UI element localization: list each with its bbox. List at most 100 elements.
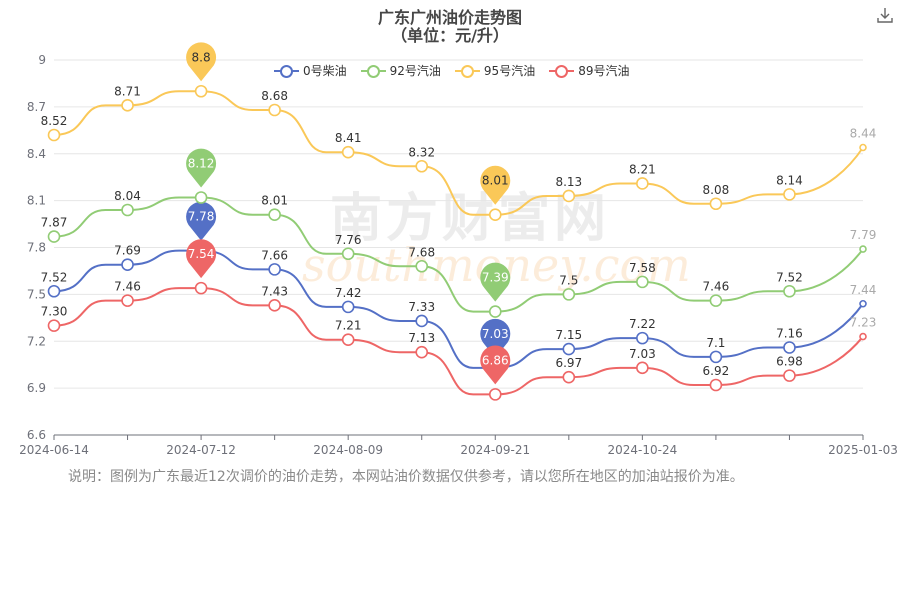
series-0-max-pin bbox=[186, 201, 217, 241]
series-0-data-label: 7.15 bbox=[555, 328, 582, 342]
series-0-point[interactable] bbox=[636, 331, 649, 345]
legend-label: 92号汽油 bbox=[389, 64, 441, 78]
series-3-point[interactable] bbox=[709, 378, 723, 392]
y-tick-label: 7.5 bbox=[27, 287, 46, 301]
series-2-point[interactable] bbox=[268, 103, 281, 117]
series-1-point[interactable] bbox=[709, 294, 723, 307]
x-tick-label: 2024-09-21 bbox=[460, 443, 530, 457]
x-tick-label: 2025-01-03 bbox=[828, 443, 898, 457]
series-3-point[interactable] bbox=[194, 281, 208, 295]
series-1-point[interactable] bbox=[783, 284, 796, 298]
series-3-data-label: 7.30 bbox=[41, 305, 68, 319]
series-0-point[interactable] bbox=[859, 299, 867, 308]
series-0-point[interactable] bbox=[562, 342, 576, 356]
series-0-point[interactable] bbox=[341, 300, 355, 314]
series-1-data-label: 7.76 bbox=[335, 233, 362, 247]
series-1-point[interactable] bbox=[636, 275, 649, 289]
series-3-min-pin-label: 6.86 bbox=[482, 353, 509, 367]
series-1-point[interactable] bbox=[415, 259, 429, 273]
series-2-point[interactable] bbox=[415, 159, 429, 173]
series-0-point[interactable] bbox=[783, 341, 796, 354]
series-0-point[interactable] bbox=[709, 350, 723, 364]
series-2-point[interactable] bbox=[709, 197, 723, 211]
series-1-point[interactable] bbox=[268, 208, 281, 221]
series-2-point[interactable] bbox=[636, 177, 649, 190]
series-3-data-label: 7.46 bbox=[114, 280, 141, 294]
series-3-point[interactable] bbox=[47, 319, 61, 332]
series-3-point[interactable] bbox=[562, 370, 576, 384]
series-0-point[interactable] bbox=[415, 314, 429, 328]
series-3-data-label: 7.23 bbox=[850, 316, 877, 330]
legend-swatch bbox=[360, 64, 386, 78]
series-2-point[interactable] bbox=[488, 208, 502, 221]
series-3-data-label: 6.97 bbox=[555, 356, 582, 370]
y-tick-label: 7.2 bbox=[27, 334, 46, 348]
series-2-point[interactable] bbox=[783, 188, 796, 201]
series-0-max-pin-label: 7.78 bbox=[188, 210, 215, 224]
series-3-point[interactable] bbox=[488, 388, 502, 401]
series-1-data-label: 7.5 bbox=[559, 273, 578, 287]
series-2-point[interactable] bbox=[194, 84, 208, 98]
series-1-point[interactable] bbox=[488, 305, 502, 318]
series-1-point[interactable] bbox=[341, 247, 355, 261]
series-3-point[interactable] bbox=[121, 294, 134, 307]
series-0-line bbox=[53, 249, 864, 369]
series-2-point[interactable] bbox=[562, 189, 576, 203]
series-3-point[interactable] bbox=[636, 361, 649, 375]
watermark-cn: 南方财富网 bbox=[330, 189, 611, 249]
series-1-point[interactable] bbox=[121, 203, 134, 217]
y-tick-label: 8.4 bbox=[27, 147, 46, 161]
series-0-point[interactable] bbox=[121, 258, 134, 271]
legend-item-1[interactable]: 92号汽油 bbox=[360, 62, 441, 79]
series-0-data-label: 7.22 bbox=[629, 317, 656, 331]
series-3-point[interactable] bbox=[859, 332, 867, 341]
series-1-point[interactable] bbox=[47, 230, 61, 243]
series-0-data-label: 7.44 bbox=[850, 283, 877, 297]
y-tick-label: 8.7 bbox=[27, 100, 46, 114]
legend-item-3[interactable]: 89号汽油 bbox=[549, 62, 629, 79]
series-3-max-pin bbox=[186, 239, 217, 279]
chart-legend[interactable]: 0号柴油 92号汽油 95号汽油 89号汽油 bbox=[274, 62, 629, 79]
x-tick-label: 2024-07-12 bbox=[166, 443, 236, 457]
series-2-point[interactable] bbox=[47, 128, 61, 142]
legend-label: 89号汽油 bbox=[578, 64, 630, 78]
chart-note: 说明：图例为广东最近12次调价的油价走势，本网站油价数据仅供参考，请以您所在地区… bbox=[68, 469, 744, 485]
legend-swatch bbox=[454, 64, 480, 78]
series-2-max-pin bbox=[186, 42, 217, 82]
series-0-data-label: 7.16 bbox=[776, 327, 803, 341]
series-2-point[interactable] bbox=[859, 143, 867, 152]
series-3-point[interactable] bbox=[341, 333, 355, 346]
series-2-data-label: 8.21 bbox=[629, 162, 656, 176]
series-2-point[interactable] bbox=[341, 145, 355, 159]
series-3-point[interactable] bbox=[268, 299, 281, 312]
legend-item-0[interactable]: 0号柴油 bbox=[274, 62, 347, 79]
series-0-data-label: 7.1 bbox=[706, 336, 725, 350]
series-0-point[interactable] bbox=[268, 263, 281, 276]
series-0-data-label: 7.33 bbox=[408, 300, 435, 314]
series-0-data-label: 7.66 bbox=[261, 248, 288, 262]
series-1-data-label: 8.04 bbox=[114, 189, 141, 203]
series-3-point[interactable] bbox=[415, 345, 429, 359]
series-0-data-label: 7.52 bbox=[41, 270, 68, 284]
series-3-point[interactable] bbox=[783, 369, 796, 382]
series-1-point[interactable] bbox=[194, 191, 208, 204]
series-3-data-label: 7.43 bbox=[261, 284, 288, 298]
series-0-point[interactable] bbox=[47, 284, 61, 298]
series-1-point[interactable] bbox=[859, 245, 867, 253]
series-1-data-label: 7.68 bbox=[408, 245, 435, 259]
series-2-data-label: 8.44 bbox=[850, 127, 877, 141]
download-icon[interactable] bbox=[876, 6, 894, 24]
legend-item-2[interactable]: 95号汽油 bbox=[454, 62, 535, 79]
series-1-point[interactable] bbox=[562, 288, 576, 301]
series-3-data-label: 7.03 bbox=[629, 347, 656, 361]
x-tick-label: 2024-06-14 bbox=[19, 443, 89, 457]
y-tick-label: 6.9 bbox=[27, 381, 46, 395]
legend-label: 0号柴油 bbox=[303, 64, 347, 78]
series-2-point[interactable] bbox=[121, 99, 134, 112]
series-2-line bbox=[53, 90, 864, 216]
series-0-data-label: 7.42 bbox=[335, 286, 362, 300]
series-1-min-pin-label: 7.39 bbox=[482, 271, 509, 285]
series-3-data-label: 7.21 bbox=[335, 319, 362, 333]
series-2-data-label: 8.41 bbox=[335, 131, 362, 145]
